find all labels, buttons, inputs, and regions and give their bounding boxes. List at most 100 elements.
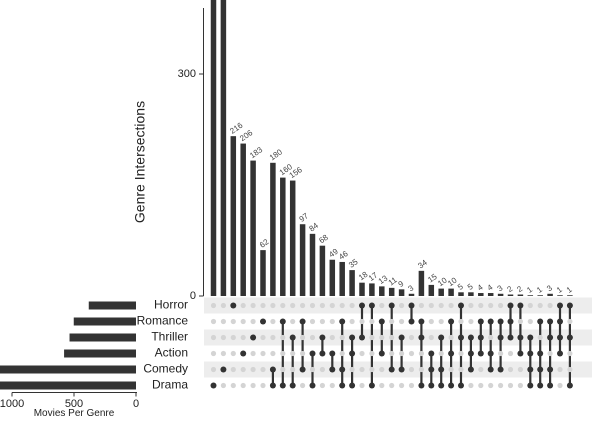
matrix-dot-active bbox=[566, 334, 573, 341]
intersection-axis-tick-label: 0 bbox=[190, 290, 196, 302]
intersection-bar bbox=[487, 293, 494, 296]
matrix-dot-active bbox=[557, 302, 563, 309]
matrix-dot-active bbox=[507, 302, 514, 309]
matrix-dot-inactive bbox=[418, 350, 424, 357]
matrix-dot-inactive bbox=[339, 350, 345, 357]
matrix-dot-inactive bbox=[557, 366, 563, 373]
matrix-dot-inactive bbox=[210, 334, 217, 341]
matrix-dot-active bbox=[279, 318, 286, 325]
intersection-matrix bbox=[210, 302, 573, 389]
matrix-dot-inactive bbox=[507, 366, 514, 373]
matrix-dot-inactive bbox=[329, 318, 335, 325]
set-size-axis: Movies Per Genre 150010005000 bbox=[0, 392, 139, 419]
matrix-dot-inactive bbox=[280, 334, 286, 341]
matrix-dot-inactive bbox=[488, 382, 494, 389]
matrix-dot-active bbox=[349, 334, 356, 341]
matrix-dot-inactive bbox=[488, 302, 494, 309]
matrix-dot-active bbox=[448, 318, 455, 325]
intersection-bars bbox=[210, 0, 573, 297]
matrix-dot-inactive bbox=[290, 318, 296, 325]
intersection-value-label: 3 bbox=[545, 283, 554, 293]
matrix-dot-active bbox=[378, 350, 385, 357]
matrix-dot-inactive bbox=[389, 318, 395, 325]
matrix-dot-inactive bbox=[309, 366, 316, 373]
matrix-dot-inactive bbox=[537, 302, 543, 309]
matrix-dot-active bbox=[359, 302, 365, 309]
matrix-dot-active bbox=[260, 318, 266, 325]
intersection-bar bbox=[210, 0, 217, 296]
intersection-bar bbox=[309, 233, 316, 296]
matrix-dot-active bbox=[477, 350, 484, 357]
matrix-dot-inactive bbox=[230, 366, 236, 373]
matrix-dot-inactive bbox=[260, 302, 266, 309]
matrix-dot-inactive bbox=[300, 382, 306, 389]
intersection-bar bbox=[339, 261, 345, 296]
intersection-value-label: 1 bbox=[565, 285, 574, 295]
matrix-dot-inactive bbox=[468, 302, 474, 309]
intersection-bar bbox=[497, 293, 504, 296]
matrix-dot-inactive bbox=[448, 366, 454, 373]
intersection-bar bbox=[398, 289, 405, 296]
matrix-dot-active bbox=[527, 350, 534, 357]
matrix-dot-inactive bbox=[498, 382, 504, 389]
set-name-label: Drama bbox=[152, 378, 188, 392]
matrix-dot-active bbox=[418, 382, 425, 389]
intersection-value-label: 2 bbox=[515, 284, 524, 294]
set-name-label: Action bbox=[155, 346, 188, 360]
matrix-dot-active bbox=[566, 302, 573, 309]
intersection-bar bbox=[280, 177, 286, 296]
matrix-dot-active bbox=[566, 382, 573, 389]
matrix-dot-inactive bbox=[438, 350, 444, 357]
matrix-dot-inactive bbox=[250, 350, 256, 357]
matrix-dot-inactive bbox=[230, 334, 236, 341]
intersection-bar bbox=[438, 288, 444, 296]
set-name-label: Romance bbox=[137, 314, 189, 328]
matrix-dot-active bbox=[507, 318, 514, 325]
matrix-dot-inactive bbox=[399, 302, 405, 309]
matrix-dot-inactive bbox=[408, 334, 415, 341]
matrix-dot-inactive bbox=[369, 318, 375, 325]
matrix-dot-active bbox=[527, 382, 534, 389]
matrix-dot-active bbox=[418, 334, 425, 341]
matrix-dot-inactive bbox=[369, 350, 375, 357]
matrix-dot-inactive bbox=[250, 366, 256, 373]
intersection-bar bbox=[359, 282, 365, 296]
matrix-dot-active bbox=[507, 334, 514, 341]
matrix-dot-active bbox=[388, 302, 395, 309]
matrix-dot-inactive bbox=[498, 302, 504, 309]
matrix-dot-inactive bbox=[369, 366, 375, 373]
matrix-dot-inactive bbox=[418, 366, 424, 373]
matrix-row-band bbox=[204, 345, 592, 362]
matrix-dot-active bbox=[319, 350, 326, 357]
matrix-dot-active bbox=[557, 318, 563, 325]
intersection-bar bbox=[527, 295, 534, 296]
matrix-dot-inactive bbox=[507, 350, 514, 357]
matrix-dot-inactive bbox=[418, 302, 424, 309]
intersection-value-label: 2 bbox=[505, 284, 514, 294]
matrix-dot-inactive bbox=[290, 366, 296, 373]
intersection-bar bbox=[478, 293, 484, 296]
intersection-value-label: 1 bbox=[535, 285, 544, 295]
matrix-dot-active bbox=[537, 382, 544, 389]
matrix-dot-inactive bbox=[240, 366, 246, 373]
matrix-dot-inactive bbox=[428, 334, 434, 341]
matrix-row-band bbox=[204, 297, 592, 314]
matrix-dot-inactive bbox=[399, 382, 405, 389]
matrix-dot-inactive bbox=[379, 382, 385, 389]
intersection-bar bbox=[319, 245, 326, 296]
matrix-dot-inactive bbox=[438, 302, 444, 309]
intersection-bar bbox=[260, 250, 266, 296]
matrix-dot-active bbox=[517, 334, 524, 341]
matrix-dot-inactive bbox=[389, 334, 395, 341]
matrix-dot-active bbox=[428, 382, 435, 389]
matrix-dot-inactive bbox=[557, 382, 563, 389]
matrix-dot-inactive bbox=[428, 302, 434, 309]
matrix-dot-inactive bbox=[210, 366, 217, 373]
matrix-dot-inactive bbox=[478, 366, 484, 373]
intersection-bar bbox=[468, 292, 474, 296]
set-size-bars bbox=[0, 301, 137, 390]
matrix-dot-inactive bbox=[547, 302, 553, 309]
matrix-dot-inactive bbox=[250, 318, 256, 325]
matrix-dot-inactive bbox=[359, 382, 365, 389]
